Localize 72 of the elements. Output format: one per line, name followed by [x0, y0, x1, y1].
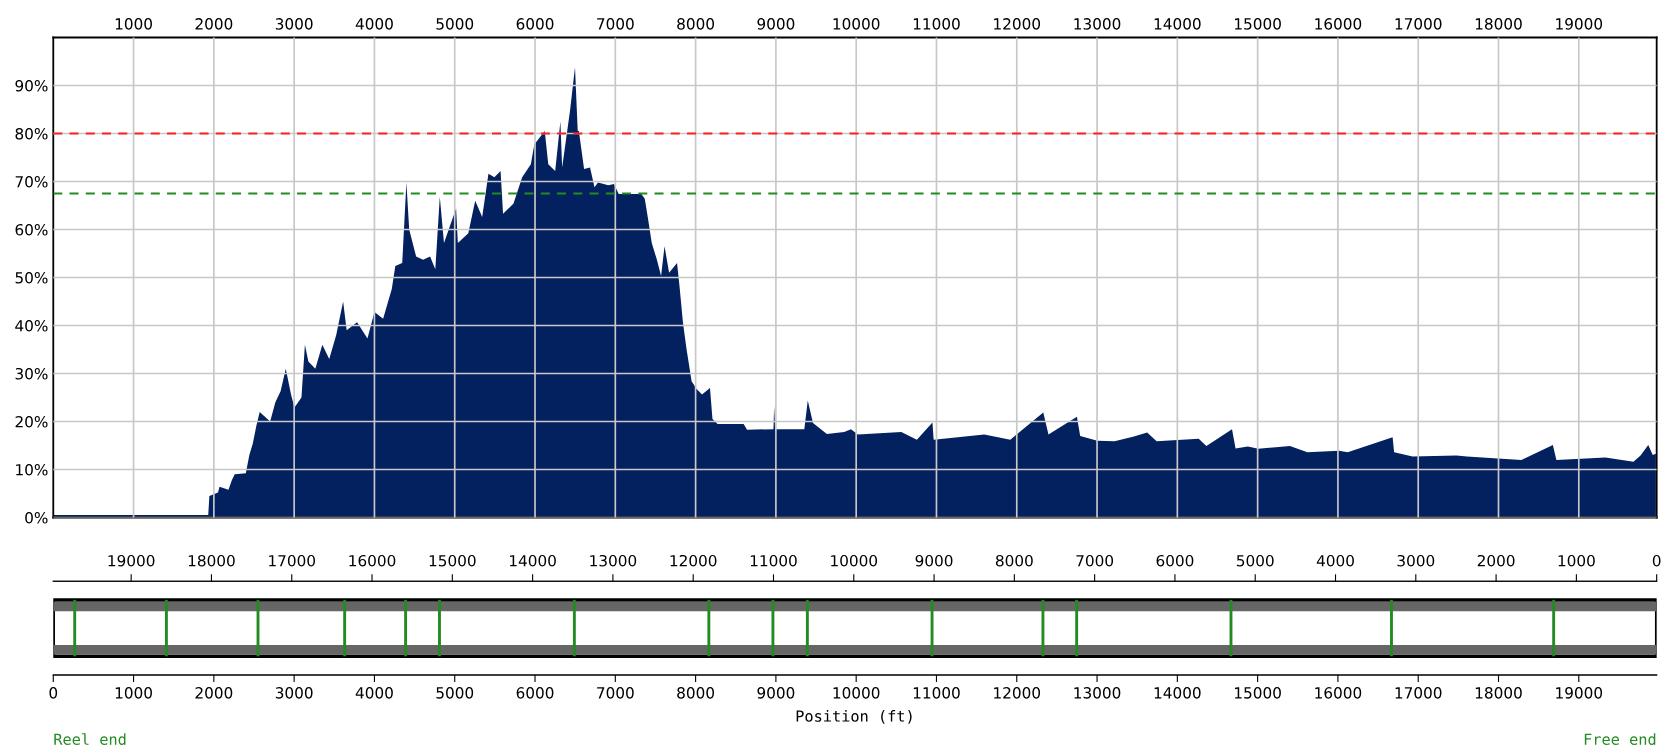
- y-tick-label: 60%: [15, 223, 48, 236]
- x-tick-label: 7000: [597, 687, 634, 699]
- x-tick-label: 9000: [757, 687, 795, 699]
- x2-tick-label: 15000: [429, 554, 476, 567]
- y-tick-label: 40%: [15, 319, 48, 332]
- x-tick-label: 16000: [1315, 687, 1362, 699]
- x2-tick-label: 12000: [670, 554, 717, 567]
- x-tick-label: 4000: [355, 18, 393, 30]
- x-tick-label: 7000: [597, 18, 634, 30]
- x2-tick-label: 13000: [590, 554, 637, 567]
- x2-tick-label: 2000: [1477, 554, 1515, 567]
- x2-tick-label: 0: [1652, 554, 1661, 567]
- x-tick-label: 19000: [1556, 18, 1603, 30]
- x-tick-label: 15000: [1235, 687, 1281, 699]
- x2-tick-label: 11000: [750, 554, 797, 567]
- y-tick-label: 80%: [15, 127, 48, 140]
- x-tick-label: 9000: [757, 18, 795, 30]
- x-tick-label: 8000: [677, 687, 715, 699]
- x-tick-label: 10000: [833, 18, 880, 30]
- x2-tick-label: 9000: [915, 554, 953, 567]
- x2-tick-label: 7000: [1076, 554, 1114, 567]
- x2-tick-label: 3000: [1397, 554, 1435, 567]
- x-tick-label: 11000: [913, 687, 960, 699]
- x-tick-label: 5000: [436, 18, 474, 30]
- x2-tick-label: 1000: [1558, 554, 1595, 567]
- x-tick-label: 17000: [1395, 18, 1442, 30]
- x2-tick-label: 5000: [1236, 554, 1274, 567]
- x-tick-label: 5000: [436, 687, 474, 699]
- x-tick-label: 3000: [275, 687, 313, 699]
- x-tick-label: 11000: [913, 18, 960, 30]
- y-tick-label: 20%: [15, 415, 48, 428]
- x2-tick-label: 10000: [831, 554, 878, 567]
- x-tick-label: 14000: [1154, 18, 1201, 30]
- x-tick-label: 2000: [195, 687, 233, 699]
- y-tick-label: 90%: [15, 79, 48, 92]
- x-tick-label: 2000: [195, 18, 233, 30]
- x2-tick-label: 6000: [1156, 554, 1194, 567]
- x-tick-label: 8000: [677, 18, 715, 30]
- y-tick-label: 0%: [25, 511, 48, 524]
- x-tick-label: 13000: [1074, 687, 1121, 699]
- x2-tick-label: 17000: [269, 554, 316, 567]
- y-tick-label: 70%: [15, 175, 48, 188]
- text: Free end: [1584, 733, 1656, 746]
- x2-tick-label: 8000: [995, 554, 1033, 567]
- x-tick-label: 1000: [115, 687, 152, 699]
- x-tick-label: 6000: [516, 687, 554, 699]
- x-tick-label: 4000: [355, 687, 393, 699]
- x-tick-label: 15000: [1235, 18, 1281, 30]
- x-tick-label: 13000: [1074, 18, 1121, 30]
- x-tick-label: 10000: [833, 687, 880, 699]
- x-tick-label: 16000: [1315, 18, 1362, 30]
- y-tick-label: 10%: [16, 463, 48, 476]
- x-tick-label: 1000: [115, 18, 152, 30]
- x2-tick-label: 19000: [108, 554, 155, 567]
- x-tick-label: 17000: [1395, 687, 1442, 699]
- x2-tick-label: 18000: [188, 554, 235, 567]
- x-tick-label: 18000: [1475, 687, 1522, 699]
- y-tick-label: 30%: [15, 367, 48, 380]
- x-tick-label: 12000: [994, 687, 1041, 699]
- y-tick-label: 50%: [15, 271, 48, 284]
- x2-tick-label: 4000: [1316, 554, 1354, 567]
- x-tick-label: 12000: [994, 18, 1041, 30]
- x-tick-label: 3000: [275, 18, 313, 30]
- x-tick-label: 19000: [1556, 687, 1603, 699]
- text: Reel end: [54, 733, 126, 746]
- x2-tick-label: 14000: [509, 554, 556, 567]
- x-tick-label: 6000: [516, 18, 554, 30]
- x2-tick-label: 16000: [349, 554, 396, 567]
- x-tick-label: 0: [49, 687, 58, 699]
- x-tick-label: 18000: [1475, 18, 1522, 30]
- x-axis-title: Position (ft): [796, 710, 912, 724]
- x-tick-label: 14000: [1154, 687, 1201, 699]
